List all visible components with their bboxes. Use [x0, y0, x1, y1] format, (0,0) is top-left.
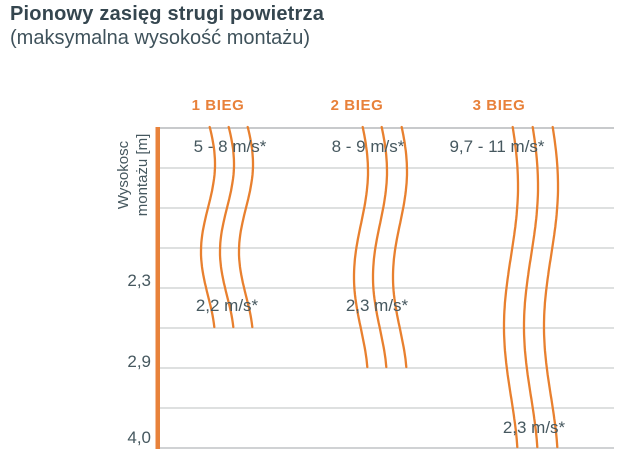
- air-stream-curve-bieg-3: [502, 125, 520, 449]
- air-stream-curve-bieg-2: [352, 125, 370, 369]
- air-stream-curve-bieg-2: [391, 125, 409, 369]
- chart-subtitle: (maksymalna wysokość montażu): [10, 27, 311, 49]
- outlet-velocity-bieg-2: 8 - 9 m/s*: [331, 137, 405, 156]
- column-header-bieg-2: 2 BIEG: [330, 97, 384, 114]
- outlet-velocity-bieg-3: 9,7 - 11 m/s*: [449, 137, 545, 156]
- outlet-velocity-bieg-1: 5 - 8 m/s*: [193, 137, 267, 156]
- y-axis-line: [155, 127, 160, 449]
- air-stream-curve-bieg-1: [199, 125, 217, 329]
- y-axis-label-line2: montażu [m]: [134, 133, 151, 217]
- air-stream-curve-bieg-1: [237, 125, 255, 329]
- y-tick-4-0: 4,0: [127, 428, 151, 447]
- air-stream-curve-bieg-3: [542, 125, 560, 449]
- y-axis-label: Wysokosc montażu [m]: [114, 117, 152, 233]
- column-header-bieg-1: 1 BIEG: [191, 97, 245, 114]
- y-tick-2-3: 2,3: [127, 271, 151, 290]
- terminal-velocity-bieg-3: 2,3 m/s*: [502, 418, 566, 437]
- terminal-velocity-bieg-1: 2,2 m/s*: [195, 296, 259, 315]
- chart-title: Pionowy zasięg strugi powietrza: [10, 3, 325, 25]
- column-header-bieg-3: 3 BIEG: [472, 97, 526, 114]
- terminal-velocity-bieg-2: 2,3 m/s*: [345, 296, 409, 315]
- air-stream-curve-bieg-3: [522, 125, 540, 449]
- air-stream-curve-bieg-1: [218, 125, 236, 329]
- y-axis-label-line1: Wysokosc: [115, 140, 132, 210]
- air-stream-curve-bieg-2: [371, 125, 389, 369]
- y-tick-2-9: 2,9: [127, 352, 151, 371]
